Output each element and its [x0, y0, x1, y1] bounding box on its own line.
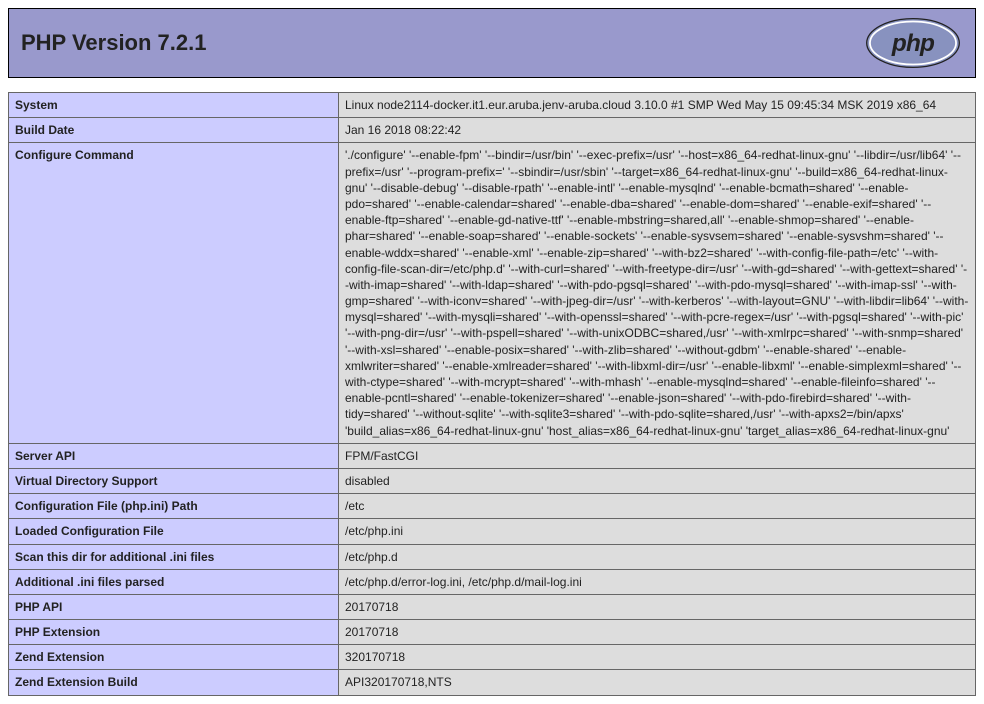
row-value: 320170718 — [339, 645, 976, 670]
row-value: FPM/FastCGI — [339, 443, 976, 468]
row-value: /etc/php.d/error-log.ini, /etc/php.d/mai… — [339, 569, 976, 594]
row-value: 20170718 — [339, 620, 976, 645]
row-value: API320170718,NTS — [339, 670, 976, 695]
row-key: Zend Extension Build — [9, 670, 339, 695]
row-key: Scan this dir for additional .ini files — [9, 544, 339, 569]
row-key: Server API — [9, 443, 339, 468]
table-row: PHP Extension20170718 — [9, 620, 976, 645]
table-row: Configure Command'./configure' '--enable… — [9, 143, 976, 443]
row-value: Linux node2114-docker.it1.eur.aruba.jenv… — [339, 93, 976, 118]
row-key: Configure Command — [9, 143, 339, 443]
row-key: PHP API — [9, 594, 339, 619]
row-key: Configuration File (php.ini) Path — [9, 494, 339, 519]
svg-text:php: php — [891, 30, 935, 57]
row-value: Jan 16 2018 08:22:42 — [339, 118, 976, 143]
table-row: Build DateJan 16 2018 08:22:42 — [9, 118, 976, 143]
row-key: Build Date — [9, 118, 339, 143]
table-row: Loaded Configuration File/etc/php.ini — [9, 519, 976, 544]
php-logo: php — [863, 17, 963, 69]
row-key: Additional .ini files parsed — [9, 569, 339, 594]
row-value: disabled — [339, 468, 976, 493]
table-row: PHP API20170718 — [9, 594, 976, 619]
phpinfo-tbody: SystemLinux node2114-docker.it1.eur.arub… — [9, 93, 976, 696]
table-row: Scan this dir for additional .ini files/… — [9, 544, 976, 569]
php-header: PHP Version 7.2.1 php — [8, 8, 976, 78]
row-value: /etc/php.ini — [339, 519, 976, 544]
table-row: Zend Extension320170718 — [9, 645, 976, 670]
row-key: Virtual Directory Support — [9, 468, 339, 493]
table-row: Server APIFPM/FastCGI — [9, 443, 976, 468]
table-row: Additional .ini files parsed/etc/php.d/e… — [9, 569, 976, 594]
table-row: Configuration File (php.ini) Path/etc — [9, 494, 976, 519]
phpinfo-table: SystemLinux node2114-docker.it1.eur.arub… — [8, 92, 976, 696]
row-key: Zend Extension — [9, 645, 339, 670]
table-row: Virtual Directory Supportdisabled — [9, 468, 976, 493]
row-value: './configure' '--enable-fpm' '--bindir=/… — [339, 143, 976, 443]
row-key: PHP Extension — [9, 620, 339, 645]
page-title: PHP Version 7.2.1 — [21, 30, 206, 56]
row-value: /etc/php.d — [339, 544, 976, 569]
row-value: /etc — [339, 494, 976, 519]
table-row: SystemLinux node2114-docker.it1.eur.arub… — [9, 93, 976, 118]
row-key: System — [9, 93, 339, 118]
row-key: Loaded Configuration File — [9, 519, 339, 544]
row-value: 20170718 — [339, 594, 976, 619]
table-row: Zend Extension BuildAPI320170718,NTS — [9, 670, 976, 695]
